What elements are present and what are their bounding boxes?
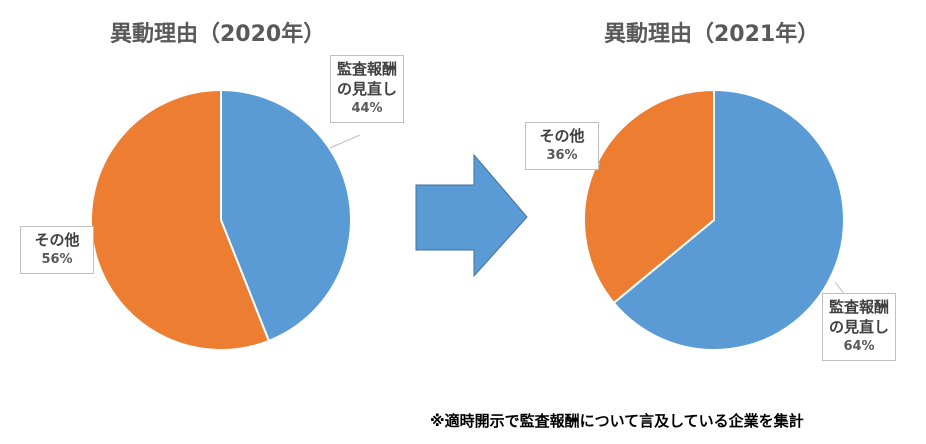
value-label: 56%: [41, 252, 73, 267]
data-label: 監査報酬の見直し 64%: [822, 293, 896, 361]
value-label: 44%: [351, 101, 383, 116]
data-label: 監査報酬の見直し 44%: [330, 55, 404, 123]
category-label: その他: [34, 231, 80, 249]
callout: [834, 281, 846, 296]
category-label: 監査報酬の見直し: [336, 60, 397, 98]
value-label: 36%: [546, 148, 578, 163]
pie-slice: [612, 88, 845, 351]
footnote: ※適時開示で監査報酬について言及している企業を集計: [430, 412, 804, 430]
arrow: [415, 153, 528, 278]
pie-slice: [220, 88, 352, 343]
value-label: 64%: [843, 339, 875, 354]
category-label: 監査報酬の見直し: [828, 298, 889, 336]
data-label: その他 56%: [20, 226, 94, 274]
callout: [329, 134, 361, 149]
chart-title: 異動理由（2020年）: [110, 22, 326, 47]
data-label: その他 36%: [525, 122, 599, 170]
category-label: その他: [539, 127, 585, 145]
chart-title: 異動理由（2021年）: [604, 22, 820, 47]
